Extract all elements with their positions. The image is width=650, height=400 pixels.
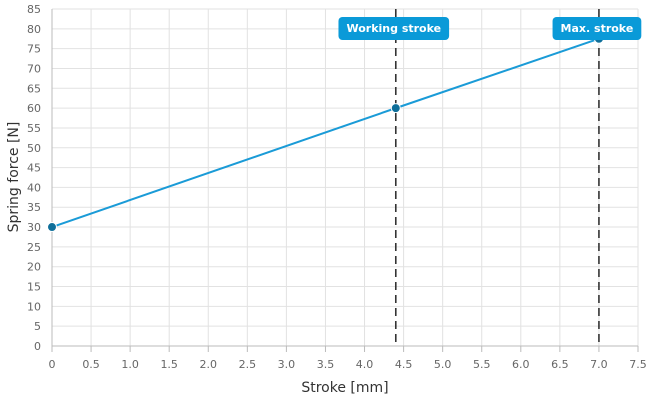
x-axis-title: Stroke [mm] [301,380,388,396]
x-tick-label: 7.0 [590,358,608,371]
callout-label: Working stroke [346,22,441,35]
y-tick-label: 50 [27,142,41,155]
y-tick-label: 75 [27,43,41,56]
y-tick-label: 55 [27,122,41,135]
x-tick-label: 2.5 [239,358,257,371]
x-tick-label: 0 [49,358,56,371]
axes [51,9,639,352]
x-tick-label: 5.5 [473,358,491,371]
y-tick-label: 15 [27,281,41,294]
y-tick-label: 45 [27,162,41,175]
y-tick-label: 80 [27,23,41,36]
y-tick-label: 30 [27,221,41,234]
x-tick-label: 4.5 [395,358,413,371]
stroke-callout: Max. stroke [552,17,642,40]
y-tick-label: 35 [27,201,41,214]
x-tick-label: 3.5 [317,358,335,371]
y-tick-label: 5 [34,320,41,333]
y-tick-label: 40 [27,181,41,194]
stroke-markers [394,9,600,346]
data-point [390,103,401,114]
x-tick-label: 1.5 [160,358,178,371]
y-tick-label: 60 [27,102,41,115]
y-tick-label: 65 [27,82,41,95]
x-tick-label: 6.5 [551,358,569,371]
stroke-callout: Working stroke [338,17,450,40]
x-tick-label: 7.5 [629,358,647,371]
x-axis-ticks: 0 0.5 1.0 1.5 2.0 2.5 3.0 3.5 4.0 4.5 5.0 5.5 6.0 6.5… [49,358,647,371]
x-tick-label: 1.0 [121,358,139,371]
x-tick-label: 6.0 [512,358,530,371]
y-tick-label: 25 [27,241,41,254]
y-axis-title: Spring force [N] [6,122,22,233]
callout-box [338,17,450,40]
x-tick-label: 2.0 [200,358,218,371]
y-tick-label: 70 [27,62,41,75]
y-tick-label: 10 [27,300,41,313]
stroke-callouts: Working stroke Max. stroke [338,17,642,40]
x-tick-label: 3.0 [278,358,296,371]
grid [51,8,639,347]
y-tick-label: 20 [27,261,41,274]
y-axis-ticks: 0 5 10 15 20 25 30 35 40 45 50 55 60 65 70 75 80 85 [27,3,41,353]
callout-label: Max. stroke [561,22,634,35]
x-tick-label: 0.5 [82,358,100,371]
y-tick-label: 85 [27,3,41,16]
y-tick-label: 0 [34,340,41,353]
x-tick-label: 4.0 [356,358,374,371]
x-tick-label: 5.0 [434,358,452,371]
data-point [47,222,57,233]
callout-box [552,17,642,40]
